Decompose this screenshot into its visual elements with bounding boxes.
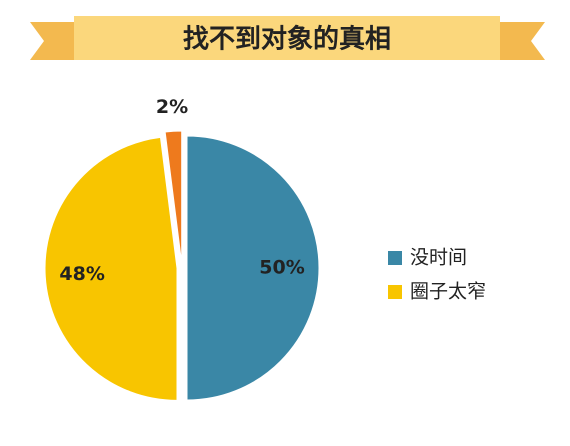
chart-title: 找不到对象的真相 [183, 24, 391, 55]
data-label: 50% [259, 257, 304, 279]
banner-tail-left [30, 22, 78, 60]
legend-swatch [388, 285, 402, 299]
data-label: 2% [156, 96, 188, 118]
legend-label: 圈子太窄 [410, 281, 486, 303]
legend-swatch [388, 251, 402, 265]
legend-label: 没时间 [410, 247, 467, 269]
title-banner [30, 16, 545, 60]
pie-slice [186, 135, 320, 401]
banner-body [74, 16, 500, 60]
pie-slice [44, 136, 178, 401]
pie-slice [164, 130, 183, 264]
data-label: 48% [59, 263, 104, 285]
banner-tail-right [497, 22, 545, 60]
pie: 50% 48% 2% [44, 96, 320, 401]
